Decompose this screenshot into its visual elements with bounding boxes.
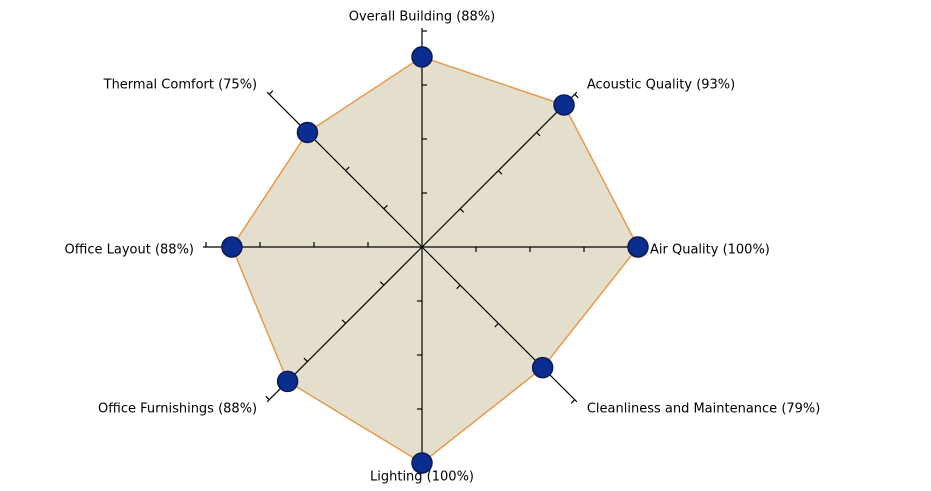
tick-mark (456, 284, 461, 290)
axis-label: Air Quality (100%) (650, 243, 770, 258)
data-point (221, 236, 243, 258)
tick-mark (570, 399, 576, 404)
axis-label: Office Layout (88%) (65, 243, 194, 258)
data-point (296, 121, 319, 144)
tick-mark (383, 204, 388, 210)
tick-mark (265, 395, 270, 401)
tick-mark (268, 90, 274, 95)
data-point (411, 452, 433, 474)
data-point (276, 370, 299, 393)
axis-line (266, 91, 423, 248)
tick-mark (341, 319, 347, 324)
axis-label: Thermal Comfort (75%) (103, 78, 258, 93)
axis-label: Office Furnishings (88%) (98, 401, 257, 416)
axis-label: Overall Building (88%) (349, 10, 496, 25)
tick-mark (303, 357, 308, 362)
axis-line (421, 246, 578, 403)
axis-line (421, 91, 578, 248)
axis-label: Cleanliness and Maintenance (79%) (587, 401, 821, 416)
axis-label: Acoustic Quality (93%) (587, 78, 735, 93)
tick-mark (379, 281, 385, 286)
axis-label: Lighting (100%) (370, 470, 474, 485)
tick-mark (497, 170, 503, 175)
data-point (627, 236, 649, 258)
tick-mark (459, 208, 465, 213)
tick-mark (536, 132, 541, 137)
data-point (531, 356, 554, 379)
tick-mark (494, 322, 499, 328)
tick-mark (574, 93, 579, 99)
tick-mark (345, 166, 350, 172)
data-point (553, 94, 575, 116)
data-point (411, 46, 433, 68)
